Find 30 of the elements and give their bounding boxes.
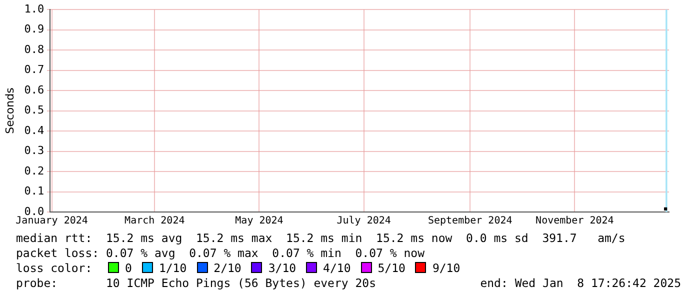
x-tick-label: March 2024 — [124, 216, 185, 227]
x-tick-label: May 2024 — [235, 216, 284, 227]
text: 4/10 — [322, 260, 351, 274]
y-tick-label: 0.0 — [24, 204, 44, 218]
text: 5/10 — [376, 260, 406, 274]
text: end: Wed Jan 8 17:26:42 2025 — [480, 276, 681, 290]
y-tick-label: 0.8 — [24, 42, 44, 56]
y-axis-title: Seconds — [3, 87, 16, 134]
text: 2/10 — [212, 260, 242, 274]
y-tick-label: 0.3 — [24, 144, 44, 158]
x-tick-label: November 2024 — [536, 216, 614, 227]
text: 1/10 — [158, 260, 187, 274]
y-tick-label: 0.5 — [24, 104, 44, 117]
y-tick-label: 0.6 — [24, 83, 44, 96]
text: 0 — [124, 260, 132, 274]
y-tick-label: 0.7 — [24, 63, 44, 76]
text: 9/10 — [431, 260, 460, 274]
text: median rtt: 15.2 ms avg 15.2 ms max 15.2 ms min 15.2 ms now 0.0 ms sd 391.7 am/s — [16, 230, 626, 245]
y-tick-label: 0.9 — [24, 22, 44, 36]
x-tick-label: July 2024 — [336, 216, 391, 227]
y-tick-label: 0.2 — [24, 164, 44, 178]
text: probe: 10 ICMP Echo Pings (56 Bytes) every 20s — [16, 276, 376, 290]
x-tick-label: January 2024 — [16, 216, 88, 227]
y-tick-label: 1.0 — [24, 2, 44, 16]
text: loss color: — [16, 260, 94, 274]
x-tick-label: September 2024 — [428, 216, 512, 227]
y-tick-label: 0.4 — [24, 124, 44, 137]
text: 3/10 — [267, 260, 296, 274]
text: packet loss: 0.07 % avg 0.07 % max 0.07 % min 0.07 % now — [16, 245, 426, 260]
y-tick-label: 0.1 — [24, 184, 44, 198]
